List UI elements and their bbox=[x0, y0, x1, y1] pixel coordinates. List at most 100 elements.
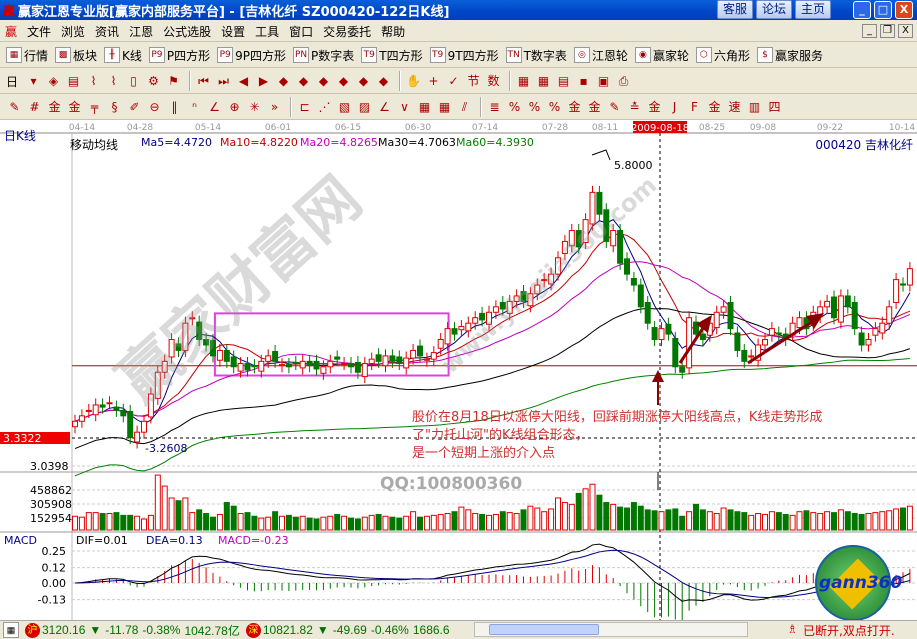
grid3-icon[interactable]: ▦ bbox=[438, 99, 451, 114]
spiral-icon[interactable]: § bbox=[111, 99, 118, 114]
grid2-icon[interactable]: ▦ bbox=[418, 99, 431, 114]
target-icon[interactable]: ⊕ bbox=[229, 99, 240, 114]
save-icon[interactable]: ▪ bbox=[579, 73, 588, 88]
indicator-icon[interactable]: ⚙ bbox=[148, 73, 159, 88]
menu-gann[interactable]: 江恩 bbox=[129, 24, 154, 39]
period-select[interactable]: 日 bbox=[6, 73, 18, 90]
box-icon[interactable]: ▥ bbox=[748, 99, 761, 114]
pencil-icon[interactable]: ✐ bbox=[129, 99, 140, 114]
wave-icon[interactable]: ∨ bbox=[400, 99, 409, 114]
calendar-mark-icon[interactable]: 节 bbox=[467, 73, 480, 88]
angle-icon[interactable]: ∠ bbox=[209, 99, 220, 114]
star-icon[interactable]: ✳ bbox=[249, 99, 260, 114]
last-icon[interactable]: ⏭ bbox=[218, 73, 229, 88]
toolbar-p-square-button[interactable]: P9 P四方形 bbox=[148, 47, 210, 64]
percent-fan-icon[interactable]: % bbox=[508, 99, 521, 114]
diamond-v-icon[interactable]: ◆ bbox=[358, 73, 369, 88]
gold-fan-icon[interactable]: 金 bbox=[648, 99, 661, 114]
draw-icon[interactable]: ✓ bbox=[448, 73, 459, 88]
j-fan-icon[interactable]: J bbox=[672, 99, 677, 114]
toolbar-quote-table-button[interactable]: ▦ 行情 bbox=[6, 47, 48, 64]
crosshair-icon[interactable]: + bbox=[428, 73, 439, 88]
more-icon[interactable]: » bbox=[270, 99, 279, 114]
prev-icon[interactable]: ◀ bbox=[238, 73, 249, 88]
circle-icon[interactable]: ⊖ bbox=[149, 99, 160, 114]
number-icon[interactable]: 数 bbox=[487, 73, 500, 88]
menu-tools[interactable]: 工具 bbox=[255, 24, 280, 39]
minimize-button[interactable]: _ bbox=[853, 1, 871, 19]
menu-browse[interactable]: 浏览 bbox=[61, 24, 86, 39]
f-fan-icon[interactable]: F bbox=[691, 99, 698, 114]
parallel-icon[interactable]: ⫽ bbox=[461, 99, 468, 114]
forum-button[interactable]: 论坛 bbox=[756, 0, 793, 19]
toolbar-winner-wheel-button[interactable]: ◉ 赢家轮 bbox=[634, 47, 689, 64]
calendar-icon[interactable]: ▦ bbox=[517, 73, 530, 88]
diamond-h-icon[interactable]: ◆ bbox=[318, 73, 329, 88]
hand-icon[interactable]: ✋ bbox=[406, 73, 421, 88]
box-fan-icon[interactable]: ▧ bbox=[338, 99, 351, 114]
close-button[interactable]: X bbox=[895, 1, 913, 19]
note-icon[interactable]: ▤ bbox=[67, 73, 80, 88]
print-preview-icon[interactable]: ▣ bbox=[597, 73, 610, 88]
comb-icon[interactable]: ╤ bbox=[90, 99, 99, 114]
toolbar-9p-square-button[interactable]: P9 9P四方形 bbox=[217, 47, 286, 64]
pen-icon[interactable]: ✎ bbox=[9, 99, 20, 114]
toolbar-p-number-table-button[interactable]: PN P数字表 bbox=[293, 47, 354, 64]
toolbar-kline-button[interactable]: ╫ K线 bbox=[104, 47, 142, 64]
kline3-icon[interactable]: ⌇ bbox=[90, 73, 97, 88]
percent-icon[interactable]: % bbox=[528, 99, 541, 114]
menu-settings[interactable]: 设置 bbox=[221, 24, 246, 39]
toolbar-9t-square-button[interactable]: T9 9T四方形 bbox=[429, 47, 499, 64]
connection-status[interactable]: 已断开,双点打开. bbox=[803, 624, 895, 638]
menu-help[interactable]: 帮助 bbox=[381, 24, 406, 39]
support-button[interactable]: 客服 bbox=[717, 0, 754, 19]
chart-type-icon[interactable]: ◈ bbox=[48, 73, 59, 88]
menu-news[interactable]: 资讯 bbox=[95, 24, 120, 39]
diamond-right-icon[interactable]: ◆ bbox=[298, 73, 309, 88]
gold-lines-icon[interactable]: 金 bbox=[588, 99, 601, 114]
calculator-icon[interactable]: ▦ bbox=[3, 622, 19, 638]
menu-file[interactable]: 文件 bbox=[27, 24, 52, 39]
gold-icon[interactable]: 金 bbox=[48, 99, 61, 114]
next-icon[interactable]: ▶ bbox=[258, 73, 269, 88]
diamond-left-icon[interactable]: ◆ bbox=[278, 73, 289, 88]
candle-dropdown-icon[interactable]: ▯ bbox=[130, 73, 137, 88]
box-fan2-icon[interactable]: ▨ bbox=[358, 99, 371, 114]
diamond-up-icon[interactable]: ◆ bbox=[378, 73, 389, 88]
mdi-close-button[interactable]: X bbox=[898, 24, 913, 38]
document-icon[interactable]: ▤ bbox=[557, 73, 570, 88]
bars-icon[interactable]: ‖ bbox=[171, 99, 178, 114]
fan-icon[interactable]: ⋰ bbox=[318, 99, 331, 114]
gold2-icon[interactable]: 金 bbox=[68, 99, 81, 114]
lines-icon[interactable]: ∠ bbox=[379, 99, 390, 114]
n2-icon[interactable]: ⁿ bbox=[192, 99, 197, 114]
period-dropdown-icon[interactable]: ▾ bbox=[30, 73, 37, 88]
diamond-x-icon[interactable]: ◆ bbox=[338, 73, 349, 88]
kline-chart[interactable]: 04-14 04-28 05-14 06-01 06-15 06-30 07-14 07-28… bbox=[0, 120, 917, 620]
flag-icon[interactable]: ⚑ bbox=[168, 73, 179, 88]
maximize-button[interactable]: □ bbox=[874, 1, 892, 19]
speed-icon[interactable]: 速 bbox=[728, 99, 741, 114]
menu-window[interactable]: 窗口 bbox=[289, 24, 314, 39]
kline9-icon[interactable]: ⌇ bbox=[110, 73, 117, 88]
scrollbar-thumb[interactable] bbox=[489, 624, 599, 635]
menu-trade[interactable]: 交易委托 bbox=[323, 24, 372, 39]
first-icon[interactable]: ⏮ bbox=[198, 73, 209, 88]
toolbar-hexagon-button[interactable]: ⬡ 六角形 bbox=[695, 47, 750, 64]
menu-formula[interactable]: 公式选股 bbox=[163, 24, 212, 39]
four-icon[interactable]: 四 bbox=[768, 99, 781, 114]
toolbar-t-square-button[interactable]: T9 T四方形 bbox=[361, 47, 423, 64]
toolbar-t-number-table-button[interactable]: TN T数字表 bbox=[505, 47, 567, 64]
mdi-restore-button[interactable]: ❐ bbox=[880, 24, 895, 38]
home-button[interactable]: 主页 bbox=[795, 0, 832, 19]
calculator-icon[interactable]: ▦ bbox=[537, 73, 550, 88]
toolbar-sector-button[interactable]: ▩ 板块 bbox=[55, 47, 97, 64]
up-lines-icon[interactable]: ≛ bbox=[629, 99, 640, 114]
frame-icon[interactable]: ⊏ bbox=[299, 99, 310, 114]
gold-fan2-icon[interactable]: 金 bbox=[708, 99, 721, 114]
pen2-icon[interactable]: ✎ bbox=[609, 99, 620, 114]
gold-circle-icon[interactable]: 金 bbox=[568, 99, 581, 114]
horizontal-scrollbar[interactable] bbox=[474, 622, 748, 637]
toolbar-dollar-button[interactable]: $ 赢家服务 bbox=[756, 47, 823, 64]
grid-icon[interactable]: # bbox=[29, 99, 40, 114]
